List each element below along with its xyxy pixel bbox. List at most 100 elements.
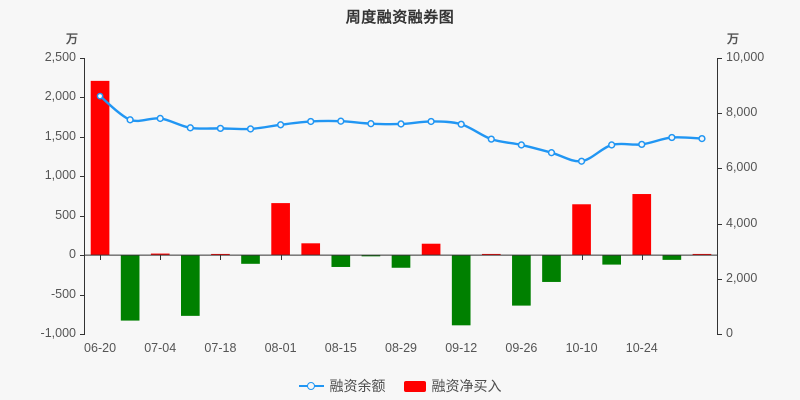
line-point-marker[interactable] [397, 120, 405, 128]
line-point-marker[interactable] [367, 120, 375, 128]
bar[interactable] [421, 243, 441, 256]
page-title: 周度融资融券图 [345, 9, 455, 26]
line-point-marker[interactable] [577, 157, 586, 165]
x-tick-label: 07-04 [144, 341, 177, 355]
bar[interactable] [331, 255, 351, 267]
x-tick-label: 09-12 [445, 341, 478, 355]
right-tick-label: 10,000 [726, 50, 765, 64]
x-tick-label: 08-15 [324, 341, 357, 355]
legend-label-line: 融资余额 [329, 378, 386, 394]
left-tick-mark [80, 255, 85, 257]
x-tick-mark [100, 255, 102, 261]
legend-label-bar: 融资净买入 [431, 378, 502, 394]
line-point-marker[interactable] [96, 92, 104, 100]
line-point-marker[interactable] [156, 114, 164, 123]
left-tick-mark [80, 294, 85, 296]
left-tick-label: 2,500 [44, 50, 76, 64]
x-tick-label: 09-26 [505, 341, 538, 355]
left-axis-line [84, 58, 85, 335]
bar[interactable] [572, 204, 591, 256]
line-point-marker[interactable] [276, 121, 285, 129]
line-point-marker[interactable] [126, 116, 134, 124]
bar[interactable] [301, 243, 321, 256]
bar[interactable] [211, 253, 230, 256]
bar[interactable] [632, 194, 652, 256]
x-tick-label: 08-29 [385, 341, 417, 355]
right-tick-mark [717, 168, 722, 170]
left-tick-mark [80, 58, 85, 59]
x-tick-mark [280, 255, 282, 261]
line-point-marker[interactable] [487, 135, 495, 143]
bar[interactable] [120, 255, 140, 321]
bar[interactable] [542, 255, 561, 282]
line-point-marker[interactable] [457, 120, 465, 128]
left-tick-mark [80, 97, 85, 99]
right-tick-label: 8,000 [726, 105, 758, 120]
line-point-marker[interactable] [638, 140, 646, 149]
bar[interactable] [90, 80, 110, 256]
left-tick-label: 0 [69, 247, 76, 262]
right-tick-label: 0 [726, 326, 733, 340]
left-tick-mark [80, 136, 85, 138]
left-tick-label: 500 [55, 207, 76, 222]
x-tick-label: 10-10 [565, 341, 598, 355]
legend-item-line[interactable]: 融资余额 [298, 376, 386, 396]
line-point-marker[interactable] [186, 124, 194, 132]
right-tick-mark [717, 223, 722, 225]
left-tick-mark [80, 215, 85, 217]
line-point-marker[interactable] [246, 125, 255, 133]
right-tick-label: 2,000 [726, 270, 758, 285]
line-point-marker[interactable] [307, 117, 315, 126]
line-point-marker[interactable] [547, 149, 556, 157]
square-swatch-icon [403, 380, 426, 392]
x-tick-mark [160, 255, 162, 261]
bar[interactable] [391, 255, 411, 268]
left-tick-mark [80, 176, 85, 178]
line-point-marker[interactable] [517, 141, 526, 149]
right-tick-mark [717, 113, 722, 115]
line-point-marker[interactable] [427, 117, 435, 126]
left-tick-label: -500 [50, 286, 76, 301]
right-tick-mark [717, 278, 722, 280]
right-tick-mark [717, 334, 722, 335]
line-marker-icon [298, 380, 324, 392]
x-tick-label: 08-01 [264, 341, 297, 355]
bar-series [90, 80, 712, 326]
bar[interactable] [481, 253, 501, 256]
left-axis-unit: 万 [66, 32, 79, 46]
line-point-marker[interactable] [698, 134, 706, 143]
legend-item-bar[interactable]: 融资净买入 [403, 376, 502, 396]
x-tick-mark [641, 255, 643, 261]
right-tick-label: 4,000 [726, 215, 758, 230]
bar[interactable] [692, 253, 712, 256]
x-tick-label: 06-20 [84, 341, 117, 355]
bar[interactable] [181, 255, 200, 316]
line-markers [96, 92, 706, 165]
left-tick-label: 1,000 [44, 168, 76, 183]
line-point-marker[interactable] [668, 133, 676, 142]
right-axis-line [717, 58, 718, 335]
bar[interactable] [150, 253, 170, 256]
left-tick-label: 1,500 [44, 128, 76, 143]
bar[interactable] [451, 255, 471, 326]
line-point-marker[interactable] [216, 124, 225, 133]
bar[interactable] [602, 255, 621, 265]
chart-legend: 融资余额 融资净买入 [0, 376, 800, 396]
left-tick-mark [80, 334, 85, 335]
bar[interactable] [662, 255, 682, 260]
bar[interactable] [361, 255, 381, 257]
bar[interactable] [512, 255, 531, 306]
right-axis-unit: 万 [727, 32, 740, 46]
right-tick-label: 6,000 [726, 160, 758, 175]
left-tick-label: 2,000 [44, 89, 76, 104]
bar[interactable] [241, 255, 260, 264]
x-tick-label: 10-24 [625, 341, 658, 355]
x-tick-mark [220, 255, 222, 261]
x-tick-label: 07-18 [204, 341, 237, 355]
left-tick-label: -1,000 [40, 326, 76, 340]
plot-area [85, 58, 717, 334]
bar[interactable] [271, 203, 290, 256]
line-point-marker[interactable] [608, 141, 616, 149]
line-point-marker[interactable] [337, 117, 345, 125]
